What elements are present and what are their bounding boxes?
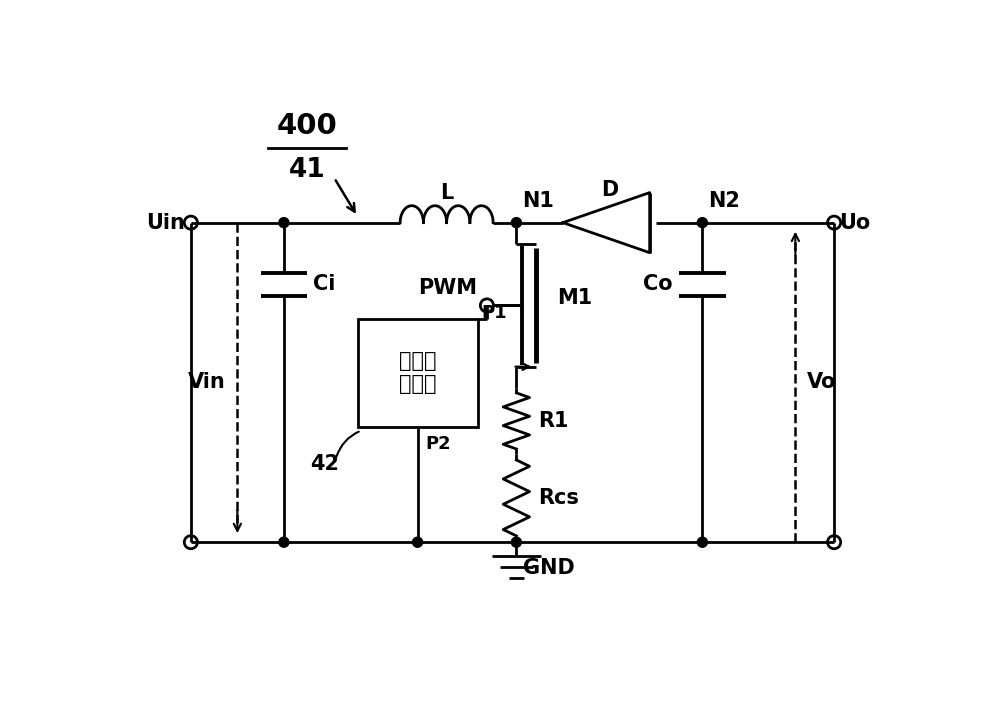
Circle shape	[697, 537, 707, 547]
Text: Vo: Vo	[807, 372, 836, 393]
Text: P2: P2	[425, 435, 451, 452]
Text: 42: 42	[310, 454, 339, 473]
Text: L: L	[440, 184, 453, 203]
Text: M1: M1	[557, 287, 593, 308]
FancyArrowPatch shape	[337, 432, 359, 457]
Circle shape	[697, 218, 707, 228]
Text: N2: N2	[709, 191, 740, 211]
Circle shape	[413, 537, 423, 547]
Text: D: D	[601, 180, 618, 200]
Text: GND: GND	[523, 558, 574, 579]
Text: Rcs: Rcs	[538, 488, 579, 508]
Text: 电源管
理模块: 电源管 理模块	[399, 351, 436, 394]
Text: 400: 400	[277, 113, 338, 140]
Text: Ci: Ci	[313, 274, 336, 294]
Circle shape	[279, 218, 289, 228]
Circle shape	[511, 218, 521, 228]
Text: P1: P1	[482, 303, 507, 322]
Text: Vin: Vin	[188, 372, 226, 393]
Text: PWM: PWM	[418, 279, 477, 298]
Bar	[358, 319, 478, 427]
Circle shape	[279, 537, 289, 547]
Text: Co: Co	[643, 274, 673, 294]
Text: R1: R1	[538, 411, 569, 431]
Text: 41: 41	[289, 158, 326, 183]
Circle shape	[511, 537, 521, 547]
Text: Uo: Uo	[840, 213, 871, 232]
Text: N1: N1	[523, 191, 554, 211]
Text: Uin: Uin	[147, 213, 185, 232]
